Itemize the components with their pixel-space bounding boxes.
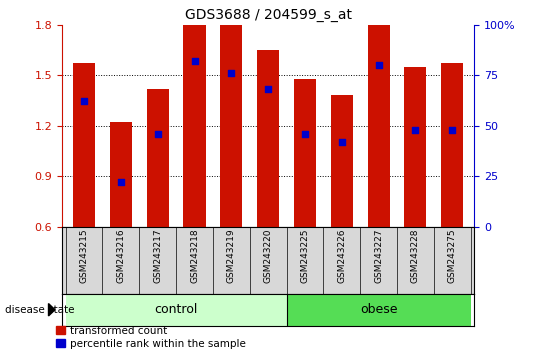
Text: disease state: disease state <box>5 305 75 315</box>
Bar <box>73 164 95 227</box>
Text: GSM243227: GSM243227 <box>374 229 383 283</box>
Bar <box>331 196 353 227</box>
Bar <box>368 0 390 227</box>
Bar <box>147 89 169 227</box>
Bar <box>147 190 169 227</box>
Bar <box>441 164 464 227</box>
Bar <box>441 63 464 227</box>
Bar <box>183 5 205 227</box>
Bar <box>257 151 279 227</box>
Bar <box>287 294 471 326</box>
Bar <box>183 105 205 227</box>
Text: GSM243226: GSM243226 <box>337 229 346 283</box>
Bar <box>66 294 287 326</box>
Text: control: control <box>155 303 198 316</box>
Point <box>80 99 88 104</box>
Text: GSM243217: GSM243217 <box>153 229 162 283</box>
Point <box>264 86 273 92</box>
Text: GSM243219: GSM243219 <box>227 229 236 283</box>
Bar <box>110 223 132 227</box>
Bar <box>110 122 132 227</box>
Point <box>301 131 309 137</box>
Text: GSM243275: GSM243275 <box>448 229 457 283</box>
Bar <box>294 179 316 227</box>
Bar <box>404 67 426 227</box>
Text: obese: obese <box>360 303 397 316</box>
Text: GSM243218: GSM243218 <box>190 229 199 283</box>
Point <box>190 58 199 64</box>
Text: GSM243216: GSM243216 <box>116 229 126 283</box>
Point <box>116 179 125 185</box>
Bar <box>294 79 316 227</box>
Text: GSM243215: GSM243215 <box>80 229 88 283</box>
Point <box>154 131 162 137</box>
Title: GDS3688 / 204599_s_at: GDS3688 / 204599_s_at <box>185 8 351 22</box>
Point <box>448 127 457 132</box>
Point <box>411 127 420 132</box>
Legend: transformed count, percentile rank within the sample: transformed count, percentile rank withi… <box>57 326 246 349</box>
Bar <box>257 50 279 227</box>
Bar <box>368 74 390 227</box>
Text: GSM243225: GSM243225 <box>300 229 309 283</box>
Bar <box>220 122 243 227</box>
Point <box>337 139 346 145</box>
Text: GSM243228: GSM243228 <box>411 229 420 283</box>
Bar <box>331 96 353 227</box>
Point <box>374 62 383 68</box>
Point <box>227 70 236 76</box>
Bar <box>73 63 95 227</box>
Bar <box>404 168 426 227</box>
Text: GSM243220: GSM243220 <box>264 229 273 283</box>
Bar <box>220 22 243 227</box>
